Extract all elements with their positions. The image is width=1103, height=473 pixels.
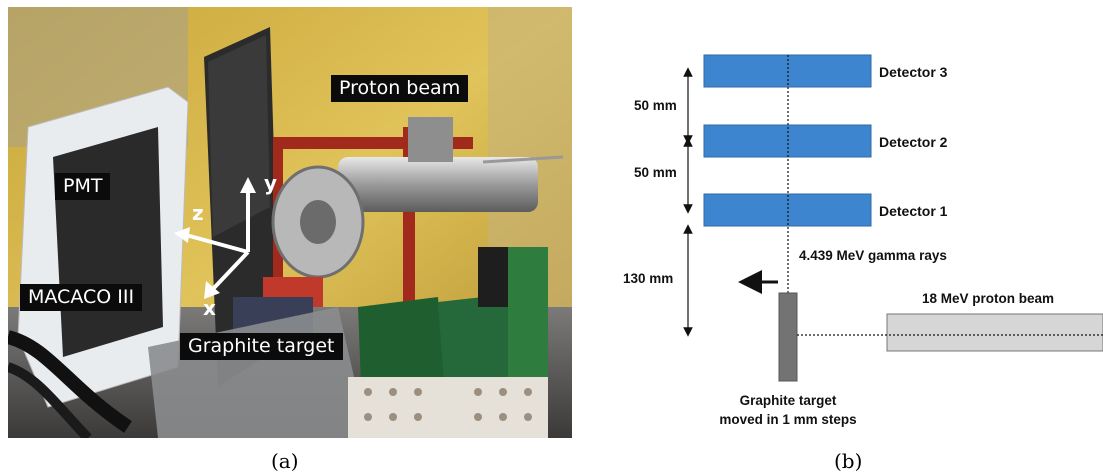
graphite-target-label: Graphite target	[180, 333, 343, 360]
distance-label-3: 130 mm	[623, 271, 673, 286]
gamma-ray-label: 4.439 MeV gamma rays	[799, 248, 947, 263]
detector-1-box	[703, 193, 872, 227]
target-label-line1: Graphite target	[740, 393, 837, 408]
detector-3-label: Detector 3	[879, 64, 948, 80]
beam-pipe	[338, 157, 538, 212]
axis-y-label: y	[264, 171, 278, 195]
detector-2-label: Detector 2	[879, 134, 948, 150]
target-label-line2: moved in 1 mm steps	[719, 412, 856, 427]
pmt-label: PMT	[55, 173, 111, 200]
proton-beam-label: Proton beam	[331, 75, 469, 102]
axis-x-label: x	[203, 296, 216, 320]
caption-a: (a)	[271, 449, 299, 473]
setup-schematic: Detector 3 Detector 2 Detector 1 50 mm 5…	[623, 54, 1103, 427]
proton-beam-box	[886, 313, 1103, 352]
distance-label-1: 50 mm	[634, 98, 677, 113]
detector-1-label: Detector 1	[879, 203, 948, 219]
graphite-target-bar	[778, 292, 798, 382]
detector-stack	[53, 127, 163, 357]
experimental-setup-photo	[8, 7, 572, 438]
axis-z-label: z	[192, 201, 204, 225]
caption-b: (b)	[834, 449, 863, 473]
macaco-label: MACACO III	[20, 284, 143, 311]
distance-label-2: 50 mm	[634, 165, 677, 180]
proton-beam-label-b: 18 MeV proton beam	[922, 291, 1054, 306]
coordinate-axes	[174, 177, 256, 299]
